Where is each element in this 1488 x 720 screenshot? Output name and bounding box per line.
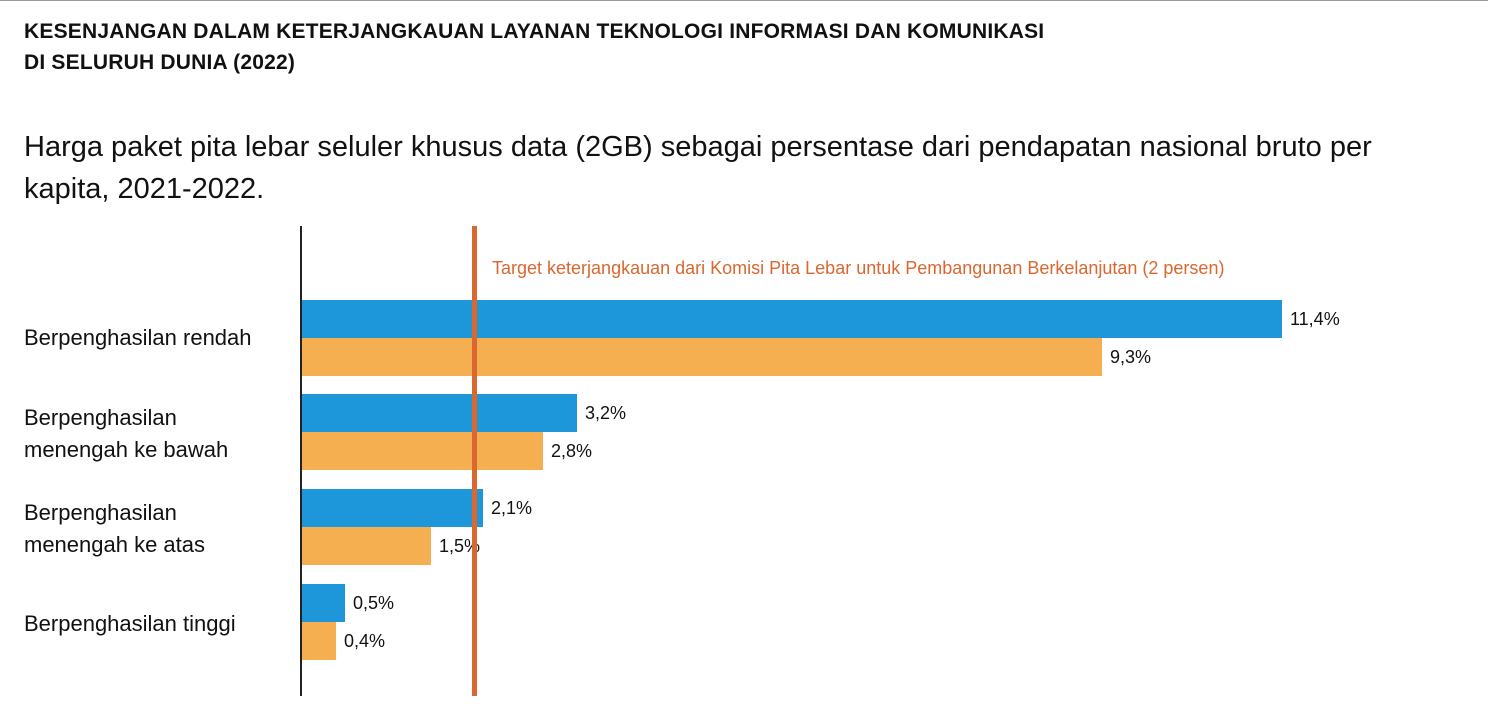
category-label-high-income: Berpenghasilan tinggi bbox=[24, 611, 236, 636]
chart-subtitle: Harga paket pita lebar seluler khusus da… bbox=[24, 131, 1372, 205]
value-label-high-income-2021: 0,5% bbox=[353, 593, 395, 613]
top-divider bbox=[0, 0, 1488, 1]
bar-chart: Berpenghasilan rendah Berpenghasilan men… bbox=[0, 222, 1488, 698]
category-label-low-income: Berpenghasilan rendah bbox=[24, 325, 252, 350]
value-label-upper-middle-income-2022: 1,5% bbox=[439, 536, 481, 556]
category-label-upper-middle-income: Berpenghasilan menengah ke atas bbox=[24, 500, 206, 557]
bar-lower-middle-income-2022 bbox=[302, 432, 543, 470]
value-label-low-income-2022: 9,3% bbox=[1110, 347, 1152, 367]
chart-title-line2: DI SELURUH DUNIA (2022) bbox=[24, 51, 296, 74]
category-label-lower-middle-income: Berpenghasilan menengah ke bawah bbox=[24, 405, 229, 462]
value-label-lower-middle-income-2021: 3,2% bbox=[585, 403, 627, 423]
bar-upper-middle-income-2022 bbox=[302, 527, 431, 565]
bar-high-income-2022 bbox=[302, 622, 336, 660]
bar-upper-middle-income-2021 bbox=[302, 489, 483, 527]
value-label-lower-middle-income-2022: 2,8% bbox=[551, 441, 593, 461]
value-label-low-income-2021: 11,4% bbox=[1290, 309, 1340, 329]
value-label-high-income-2022: 0,4% bbox=[344, 631, 386, 651]
bar-low-income-2022 bbox=[302, 338, 1102, 376]
y-axis-line bbox=[300, 226, 302, 696]
chart-title-line1: KESENJANGAN DALAM KETERJANGKAUAN LAYANAN… bbox=[24, 20, 1045, 43]
bar-lower-middle-income-2021 bbox=[302, 394, 577, 432]
bar-low-income-2021 bbox=[302, 300, 1282, 338]
chart-title: KESENJANGAN DALAM KETERJANGKAUAN LAYANAN… bbox=[24, 16, 1464, 78]
target-line bbox=[472, 226, 477, 696]
value-label-upper-middle-income-2021: 2,1% bbox=[491, 498, 533, 518]
bar-high-income-2021 bbox=[302, 584, 345, 622]
target-line-label: Target keterjangkauan dari Komisi Pita L… bbox=[492, 258, 1225, 278]
